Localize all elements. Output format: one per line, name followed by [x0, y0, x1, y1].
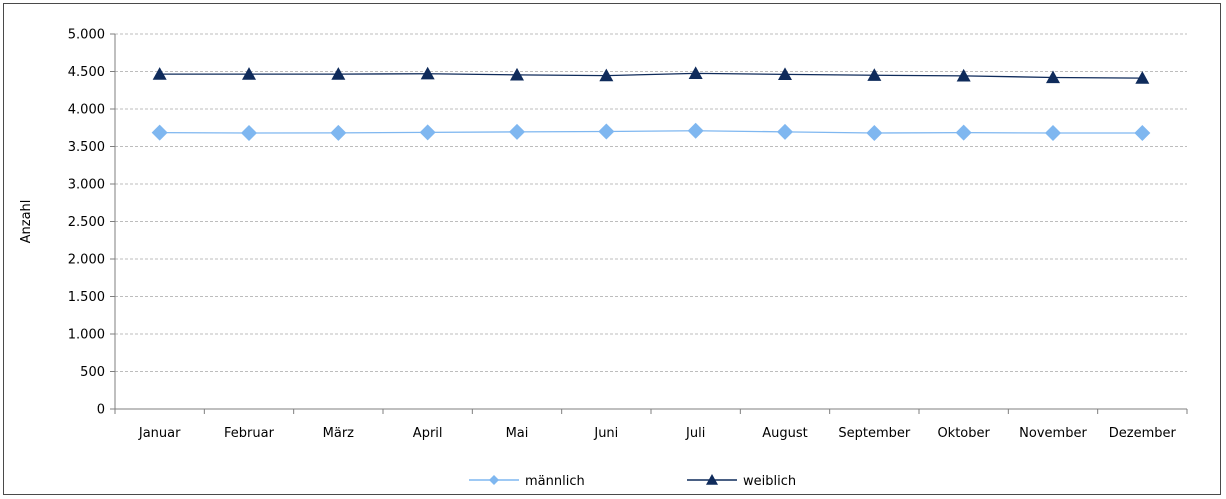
line-chart: 0 500 1.000 1.500 2.000 2.500 3.000 3.500 4.000 4…: [19, 28, 1188, 489]
series: [151, 66, 1151, 141]
data-point-weiblich: [1135, 71, 1150, 84]
data-point-weiblich: [420, 66, 435, 80]
y-tick-label: 3.500: [68, 140, 105, 155]
data-point-männlich: [955, 124, 972, 141]
axes: [110, 33, 1188, 414]
data-point-weiblich: [242, 67, 256, 80]
x-tick-label: September: [838, 426, 911, 441]
series-line-weiblich: [159, 72, 1143, 79]
x-tick-label: Oktober: [937, 426, 990, 441]
x-tick-label: Dezember: [1109, 426, 1177, 441]
data-point-männlich: [1134, 125, 1151, 141]
chart-frame: 0 500 1.000 1.500 2.000 2.500 3.000 3.500 4.000 4…: [3, 3, 1221, 495]
y-tick-label: 2.500: [68, 215, 105, 230]
data-point-weiblich: [1046, 70, 1060, 84]
data-point-männlich: [509, 123, 525, 140]
data-point-weiblich: [778, 67, 792, 80]
x-tick-label: April: [413, 426, 443, 441]
data-point-weiblich: [599, 68, 614, 82]
legend: männlich weiblich: [469, 474, 796, 489]
data-point-weiblich: [867, 68, 882, 81]
data-point-weiblich: [331, 67, 346, 80]
legend-label-weiblich: weiblich: [743, 474, 796, 489]
data-point-männlich: [419, 124, 436, 141]
data-point-männlich: [866, 125, 883, 141]
x-tick-label: Februar: [224, 426, 275, 441]
legend-label-männlich: männlich: [525, 474, 585, 489]
y-tick-label: 1.000: [68, 328, 105, 343]
y-tick-label: 4.000: [68, 103, 105, 118]
data-point-weiblich: [152, 67, 167, 80]
data-point-weiblich: [688, 66, 703, 79]
y-tick-label: 5.000: [68, 28, 105, 43]
legend-marker-männlich: [489, 475, 499, 485]
x-tick-label: März: [323, 426, 355, 441]
data-point-weiblich: [510, 67, 524, 81]
y-tick-labels: 0 500 1.000 1.500 2.000 2.500 3.000 3.500 4.000 4…: [68, 28, 105, 418]
x-tick-labels: Januar Februar März April Mai Juni Juli August S…: [138, 426, 1177, 441]
x-tick-label: August: [762, 426, 808, 441]
gridlines: [115, 33, 1187, 372]
data-point-männlich: [1045, 125, 1061, 141]
y-tick-label: 3.000: [68, 178, 105, 193]
y-tick-label: 0: [97, 403, 105, 418]
legend-marker-weiblich: [706, 474, 718, 485]
x-tick-label: Juli: [685, 426, 705, 441]
x-tick-label: Januar: [138, 426, 181, 441]
data-point-männlich: [777, 123, 793, 140]
series-line-männlich: [159, 130, 1143, 134]
x-tick-label: November: [1019, 426, 1087, 441]
data-point-männlich: [330, 124, 347, 141]
y-axis-label: Anzahl: [19, 200, 34, 244]
data-point-männlich: [151, 124, 168, 141]
x-tick-label: Mai: [506, 426, 529, 441]
y-tick-label: 500: [80, 365, 105, 380]
data-point-männlich: [687, 122, 704, 139]
data-point-männlich: [241, 125, 257, 141]
y-tick-label: 2.000: [68, 253, 105, 268]
data-point-männlich: [598, 123, 615, 140]
data-point-weiblich: [956, 68, 971, 82]
y-tick-label: 4.500: [68, 65, 105, 80]
x-tick-label: Juni: [593, 426, 618, 441]
y-tick-label: 1.500: [68, 290, 105, 305]
